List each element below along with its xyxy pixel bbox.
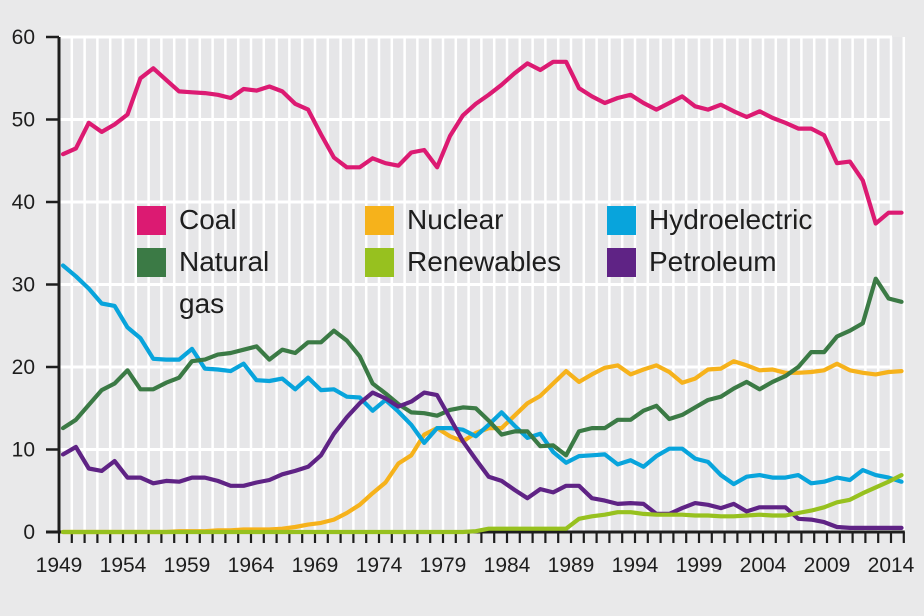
legend-label-natural-gas: Natural gas xyxy=(179,246,270,319)
y-tick-label: 50 xyxy=(12,109,35,132)
x-tick-label: 2004 xyxy=(740,554,787,577)
y-tick-label: 60 xyxy=(12,26,35,49)
legend-item-coal: Coal xyxy=(137,204,237,241)
legend-swatch-hydroelectric xyxy=(607,206,636,235)
x-tick-label: 1999 xyxy=(676,554,723,577)
legend-label-petroleum: Petroleum xyxy=(649,246,777,277)
y-tick-label: 0 xyxy=(23,521,35,544)
legend-label-nuclear: Nuclear xyxy=(407,204,504,235)
series-line-coal xyxy=(60,59,904,226)
y-tick-label: 40 xyxy=(12,191,35,214)
legend-item-nuclear: Nuclear xyxy=(365,204,503,241)
series-line-renewables xyxy=(60,473,904,535)
series-line-petroleum xyxy=(60,390,904,530)
y-tick-label: 10 xyxy=(12,439,35,462)
legend-item-hydroelectric: Hydroelectric xyxy=(607,204,812,241)
x-tick-label: 1984 xyxy=(484,554,531,577)
legend-label-hydroelectric: Hydroelectric xyxy=(649,204,813,235)
x-tick-label: 1964 xyxy=(228,554,275,577)
x-tick-label: 1954 xyxy=(100,554,147,577)
legend-item-renewables: Renewables xyxy=(365,246,561,283)
x-tick-label: 1974 xyxy=(356,554,403,577)
x-tick-label: 1994 xyxy=(612,554,659,577)
series-line-hydroelectric xyxy=(60,263,904,487)
series-line-natural-gas xyxy=(60,276,904,458)
legend-swatch-coal xyxy=(137,206,166,235)
x-tick-label: 1969 xyxy=(292,554,339,577)
x-tick-label: 2014 xyxy=(868,554,915,577)
x-tick-label: 1989 xyxy=(548,554,595,577)
y-tick-label: 20 xyxy=(12,356,35,379)
y-tick-label: 30 xyxy=(12,274,35,297)
legend-item-petroleum: Petroleum xyxy=(607,246,777,283)
legend-swatch-petroleum xyxy=(607,248,636,277)
series-lines xyxy=(60,59,904,535)
legend-swatch-renewables xyxy=(365,248,394,277)
legend-item-natural-gas: Natural gas xyxy=(137,246,289,325)
x-tick-label: 1979 xyxy=(420,554,467,577)
legend-swatch-nuclear xyxy=(365,206,394,235)
x-tick-label: 1949 xyxy=(36,554,83,577)
grid xyxy=(57,35,906,532)
x-tick-label: 2009 xyxy=(804,554,851,577)
legend-swatch-natural-gas xyxy=(137,248,166,277)
legend-label-coal: Coal xyxy=(179,204,237,235)
x-tick-label: 1959 xyxy=(164,554,211,577)
legend-label-renewables: Renewables xyxy=(407,246,562,277)
